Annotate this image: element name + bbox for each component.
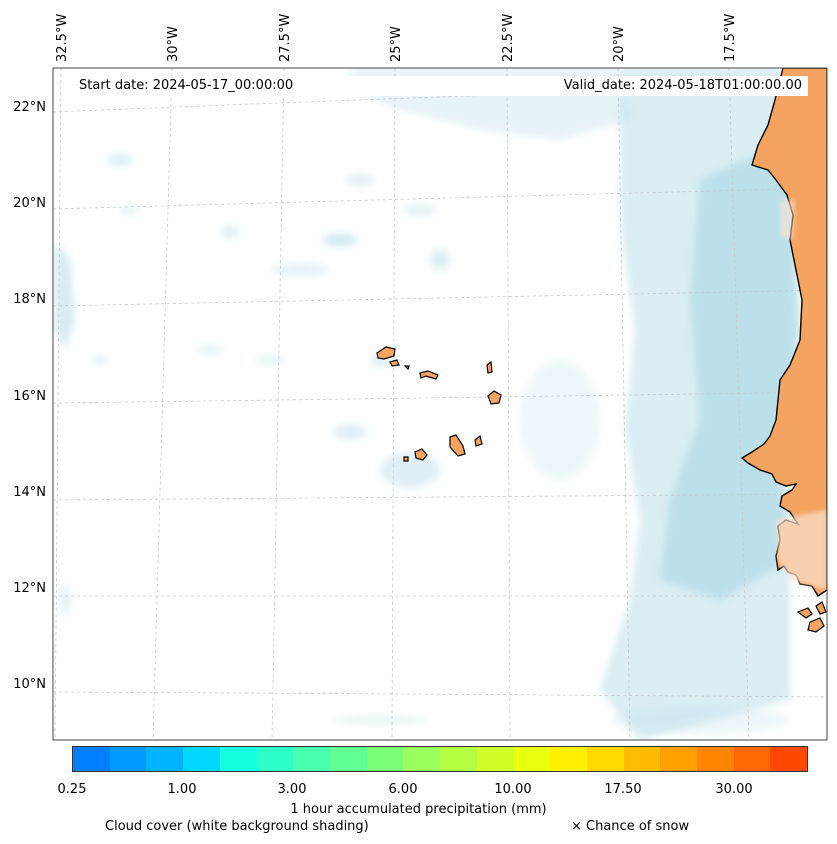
colorbar-segment-19 — [770, 747, 808, 771]
latitude-labels: 22°N 20°N 18°N 16°N 14°N 12°N 10°N — [13, 100, 46, 692]
colorbar-tick: 1.00 — [167, 782, 197, 797]
lat-label-20n: 20°N — [13, 196, 46, 211]
colorbar-segment-15 — [623, 747, 661, 771]
island-santa-luzia — [403, 365, 410, 371]
lon-label-30w: 30°W — [166, 26, 181, 62]
colorbar-segment-18 — [733, 747, 771, 771]
colorbar-segment-12 — [513, 747, 551, 771]
island-boa-vista — [487, 390, 502, 405]
island-sao-vicente — [389, 359, 400, 367]
colorbar-tick: 3.00 — [277, 782, 307, 797]
colorbar-segment-8 — [366, 747, 404, 771]
graticule — [53, 68, 827, 740]
valid-date-label: Valid_date: 2024-05-18T01:00:00.00 — [563, 78, 802, 93]
lon-label-27-5w: 27.5°W — [278, 14, 293, 62]
colorbar-tick: 6.00 — [388, 782, 418, 797]
colorbar-segment-14 — [586, 747, 624, 771]
colorbar-segment-0 — [73, 747, 110, 771]
colorbar-segment-16 — [660, 747, 697, 771]
colorbar-segment-4 — [219, 747, 257, 771]
colorbar-tick: 17.50 — [604, 782, 642, 797]
island-fogo — [414, 448, 428, 461]
colorbar-segment-11 — [476, 747, 514, 771]
lon-label-32-5w: 32.5°W — [55, 14, 70, 62]
colorbar-tick: 10.00 — [494, 782, 532, 797]
colorbar-segment-3 — [183, 747, 220, 771]
colorbar-segment-7 — [329, 747, 367, 771]
start-date-label: Start date: 2024-05-17_00:00:00 — [79, 78, 294, 93]
cape-verde-islands — [376, 346, 502, 462]
lat-label-18n: 18°N — [13, 292, 46, 307]
cloud-cover-shading — [55, 68, 800, 740]
snow-chance-legend: × Chance of snow — [571, 819, 690, 834]
colorbar-segment-5 — [256, 747, 294, 771]
lon-label-25w: 25°W — [389, 26, 404, 62]
lon-label-20w: 20°W — [612, 26, 627, 62]
lat-label-22n: 22°N — [13, 100, 46, 115]
colorbar-title: 1 hour accumulated precipitation (mm) — [290, 802, 547, 817]
colorbar-segment-10 — [440, 747, 477, 771]
lat-label-10n: 10°N — [13, 677, 46, 692]
date-header: Start date: 2024-05-17_00:00:00 Valid_da… — [72, 76, 808, 96]
island-brava — [403, 456, 409, 462]
island-santiago — [449, 434, 466, 457]
cloud-cover-legend: Cloud cover (white background shading) — [105, 819, 369, 834]
colorbar-tick: 0.25 — [57, 782, 87, 797]
colorbar-segment-13 — [550, 747, 587, 771]
map-frame — [52, 67, 828, 741]
lat-label-12n: 12°N — [13, 581, 46, 596]
longitude-labels: 32.5°W 30°W 27.5°W 25°W 22.5°W 20°W 17.5… — [55, 14, 738, 62]
lon-label-22-5w: 22.5°W — [501, 14, 516, 62]
lat-label-16n: 16°N — [13, 389, 46, 404]
colorbar-segment-17 — [696, 747, 734, 771]
precipitation-colorbar — [72, 746, 808, 772]
colorbar-segment-6 — [293, 747, 330, 771]
southern-coast-islets — [796, 601, 827, 633]
island-sao-nicolau — [419, 370, 439, 380]
island-sal — [486, 360, 493, 374]
island-maio — [474, 434, 483, 447]
lon-label-17-5w: 17.5°W — [723, 14, 738, 62]
colorbar-segment-1 — [109, 747, 147, 771]
colorbar-tick: 30.00 — [715, 782, 753, 797]
island-santo-antao — [376, 346, 396, 360]
lat-label-14n: 14°N — [13, 485, 46, 500]
colorbar-segment-9 — [403, 747, 441, 771]
colorbar-segment-2 — [146, 747, 184, 771]
